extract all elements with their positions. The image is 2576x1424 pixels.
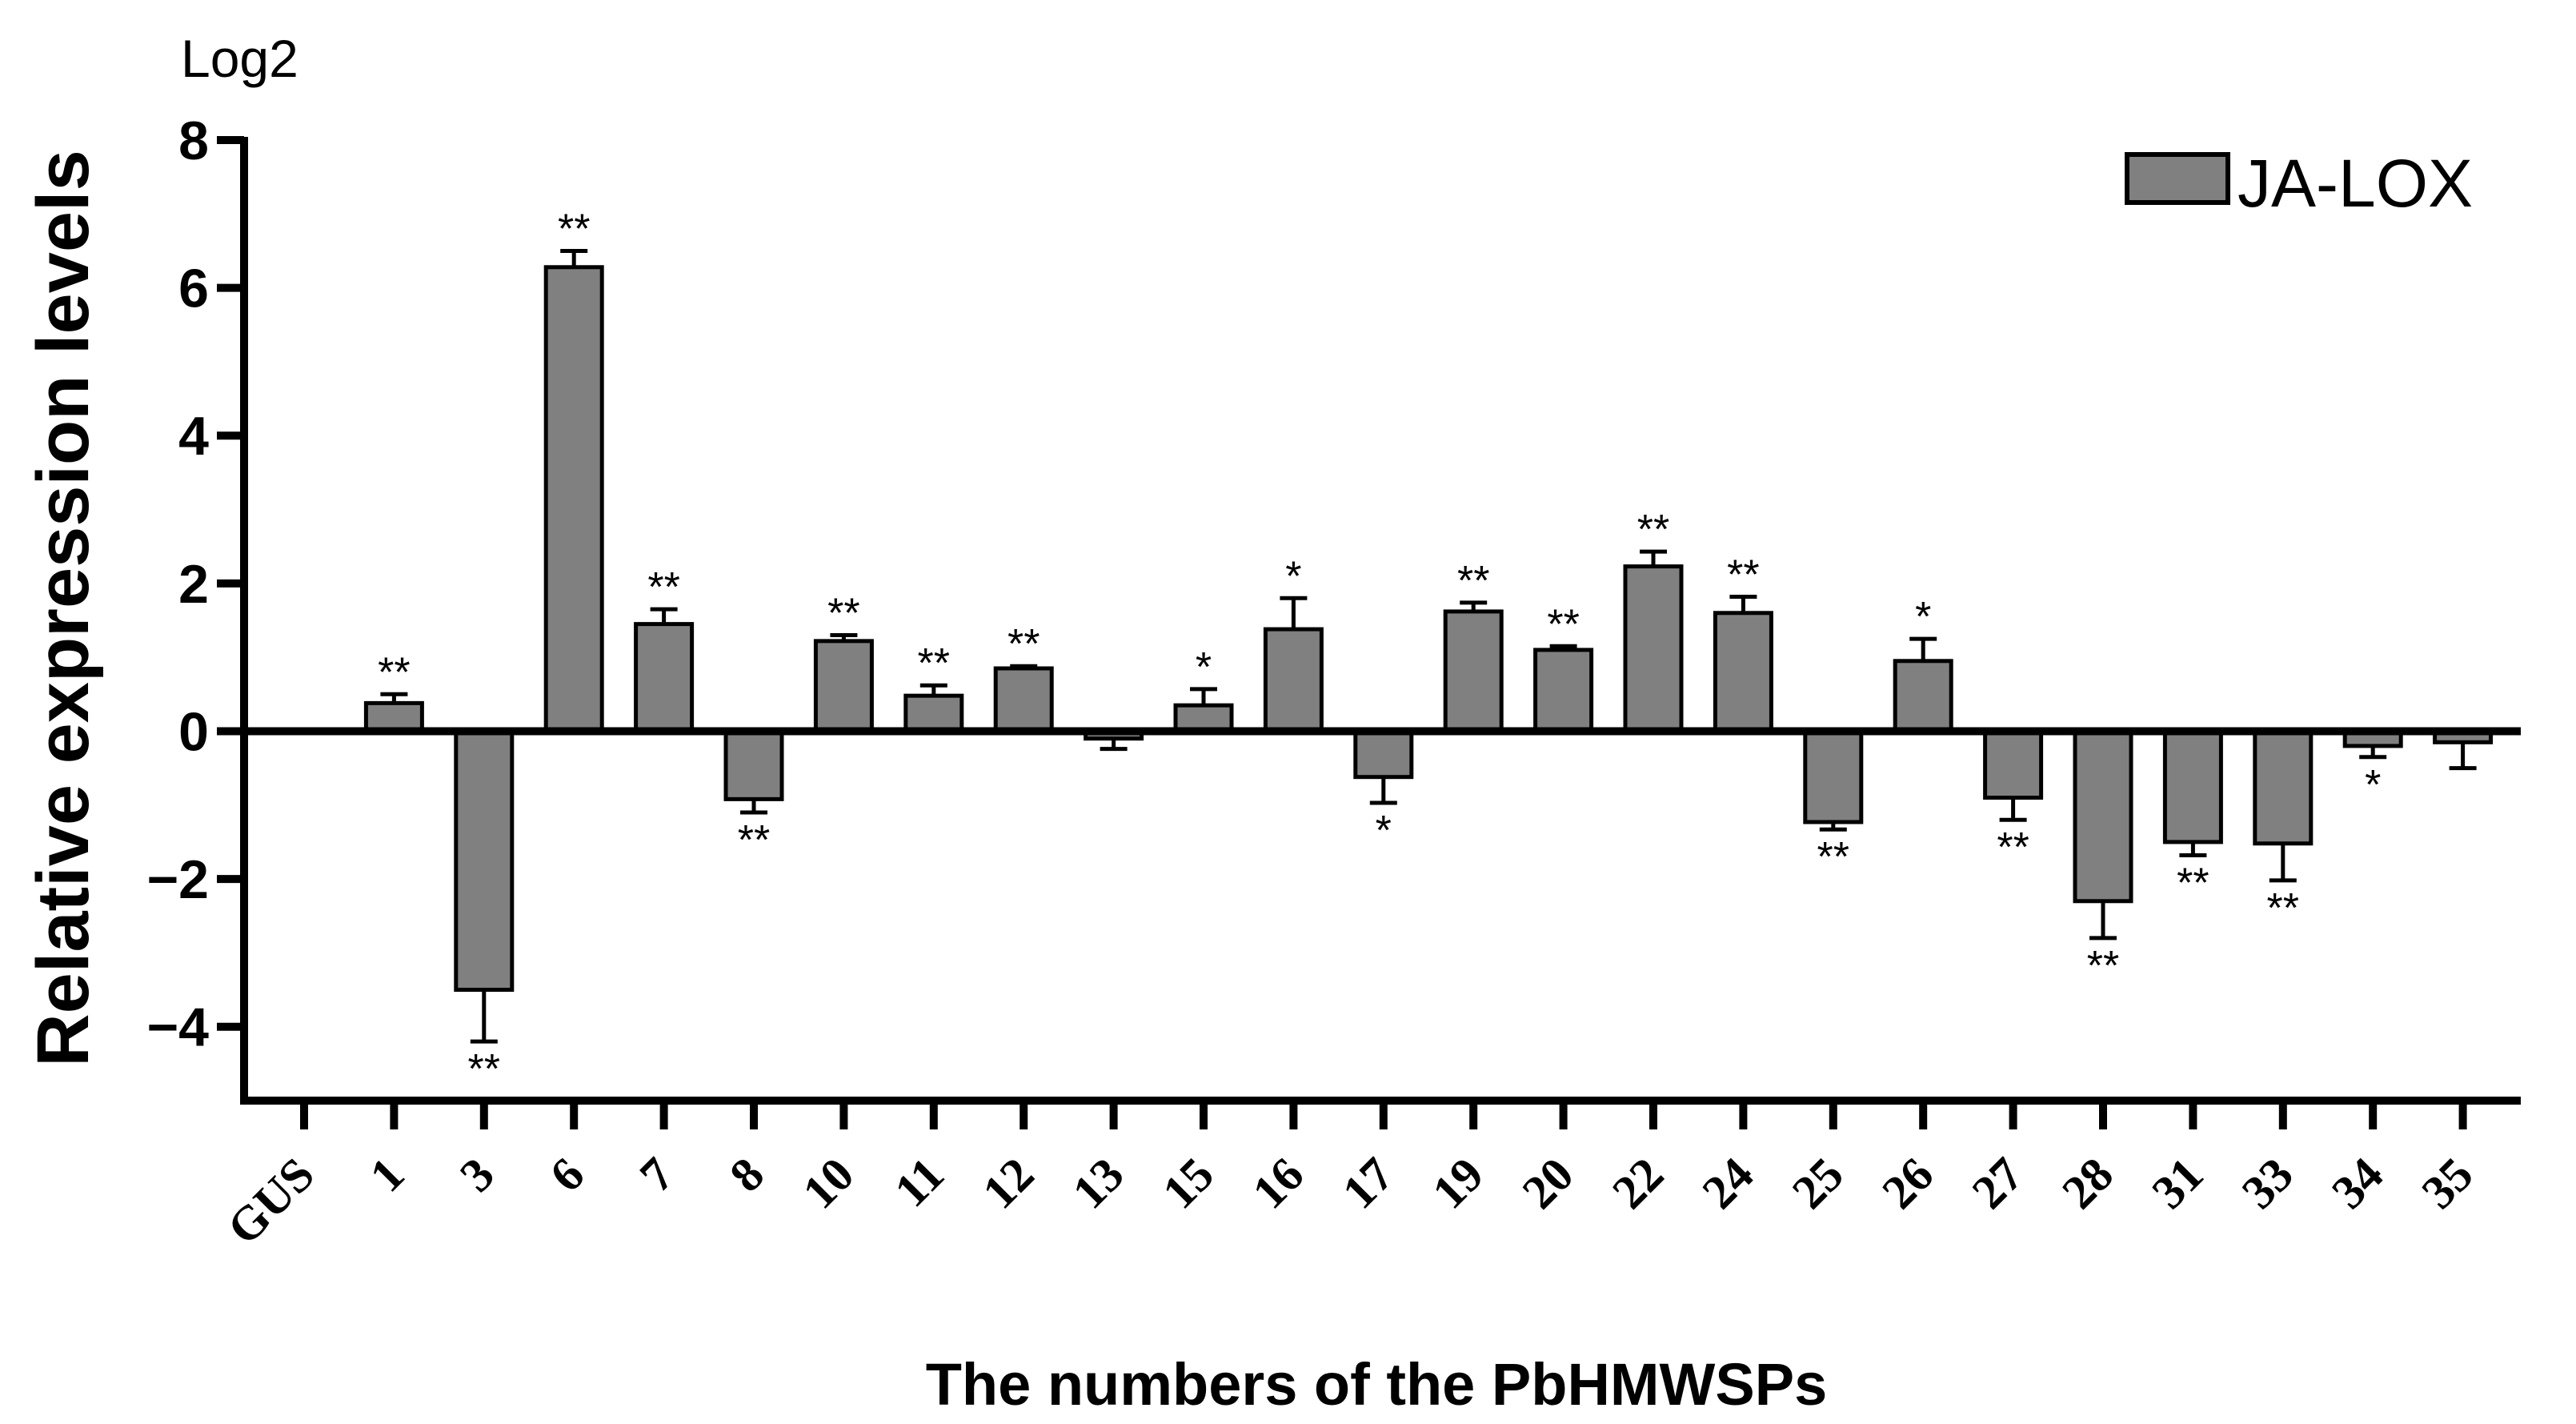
bar (1893, 659, 1953, 733)
y-axis-title: Relative expression levels (22, 150, 104, 1067)
y-tick-label: −4 (146, 997, 209, 1058)
x-tick-label: 22 (1602, 1148, 1673, 1219)
x-tick-label: 15 (1152, 1148, 1224, 1219)
bar (634, 622, 695, 733)
significance-marker: ** (1727, 552, 1759, 598)
y-tick-label: 8 (178, 110, 209, 171)
legend: JA-LOX (2125, 146, 2473, 221)
significance-marker: ** (1008, 621, 1040, 668)
significance-marker: ** (1637, 507, 1669, 553)
x-tick-label: 35 (2412, 1148, 2483, 1219)
x-tick-label: 10 (792, 1148, 863, 1219)
bar (454, 728, 515, 993)
bar (1443, 609, 1504, 733)
significance-marker: ** (918, 640, 950, 687)
bar (543, 265, 604, 733)
x-tick-label: 33 (2232, 1148, 2303, 1219)
x-tick-label: 27 (1962, 1148, 2033, 1219)
bar (1533, 648, 1594, 733)
x-tick-label: 20 (1512, 1148, 1584, 1219)
significance-marker: ** (1457, 558, 1489, 604)
x-tick-label: 24 (1692, 1148, 1763, 1219)
bar (813, 639, 874, 733)
significance-marker: * (2365, 762, 2381, 808)
x-tick-label: 8 (719, 1148, 774, 1202)
bar (1623, 564, 1684, 733)
bar (2162, 728, 2223, 844)
significance-marker: ** (2177, 860, 2209, 907)
y-tick-label: 4 (178, 406, 209, 467)
y-tick-label: −2 (146, 849, 209, 910)
x-tick-label: 17 (1332, 1148, 1404, 1219)
x-tick-label: 19 (1422, 1148, 1493, 1219)
significance-marker: ** (827, 590, 859, 636)
significance-marker: ** (738, 817, 770, 864)
significance-marker: ** (1997, 824, 2029, 871)
bar (363, 700, 424, 733)
x-tick-label: 34 (2322, 1148, 2393, 1219)
significance-marker: ** (2087, 943, 2119, 989)
significance-marker: ** (378, 649, 410, 696)
y-tick-label: 6 (178, 259, 209, 319)
x-axis-title: The numbers of the PbHMWSPs (926, 1351, 1828, 1418)
legend-label: JA-LOX (2237, 146, 2473, 221)
significance-marker: * (1915, 594, 1931, 640)
significance-marker: ** (558, 206, 590, 252)
x-tick-label: 11 (884, 1148, 954, 1217)
bar (2253, 728, 2314, 846)
bar (1353, 728, 1414, 780)
significance-marker: ** (1547, 601, 1579, 648)
legend-swatch (2125, 152, 2230, 205)
x-tick-label: 6 (540, 1148, 595, 1202)
bar (1263, 627, 1324, 733)
x-tick-label: 31 (2141, 1148, 2213, 1219)
y-unit-label: Log2 (181, 29, 298, 88)
x-tick-label: 16 (1242, 1148, 1313, 1219)
significance-marker: * (1376, 808, 1392, 854)
bar (723, 728, 784, 801)
x-tick-label: 26 (1872, 1148, 1943, 1219)
significance-marker: * (1196, 644, 1212, 691)
x-tick-label: 12 (972, 1148, 1044, 1219)
bar (1713, 611, 1773, 733)
bar (2073, 728, 2133, 904)
bar (1803, 728, 1864, 824)
x-tick-label: 1 (360, 1148, 415, 1202)
significance-marker: ** (647, 564, 679, 611)
x-tick-label: GUS (217, 1148, 324, 1255)
bar (903, 693, 964, 733)
x-tick-label: 3 (450, 1148, 504, 1202)
significance-marker: ** (2267, 885, 2299, 932)
x-tick-label: 13 (1063, 1148, 1134, 1219)
y-tick-label: 2 (178, 554, 209, 615)
x-tick-label: 7 (630, 1148, 684, 1202)
significance-marker: ** (1817, 834, 1849, 880)
x-tick-label: 28 (2052, 1148, 2123, 1219)
x-tick-label: 25 (1782, 1148, 1853, 1219)
y-tick-label: 0 (178, 701, 209, 762)
bar (993, 666, 1054, 733)
significance-marker: ** (468, 1046, 500, 1093)
bar (1983, 728, 2044, 800)
significance-marker: * (1285, 553, 1301, 600)
